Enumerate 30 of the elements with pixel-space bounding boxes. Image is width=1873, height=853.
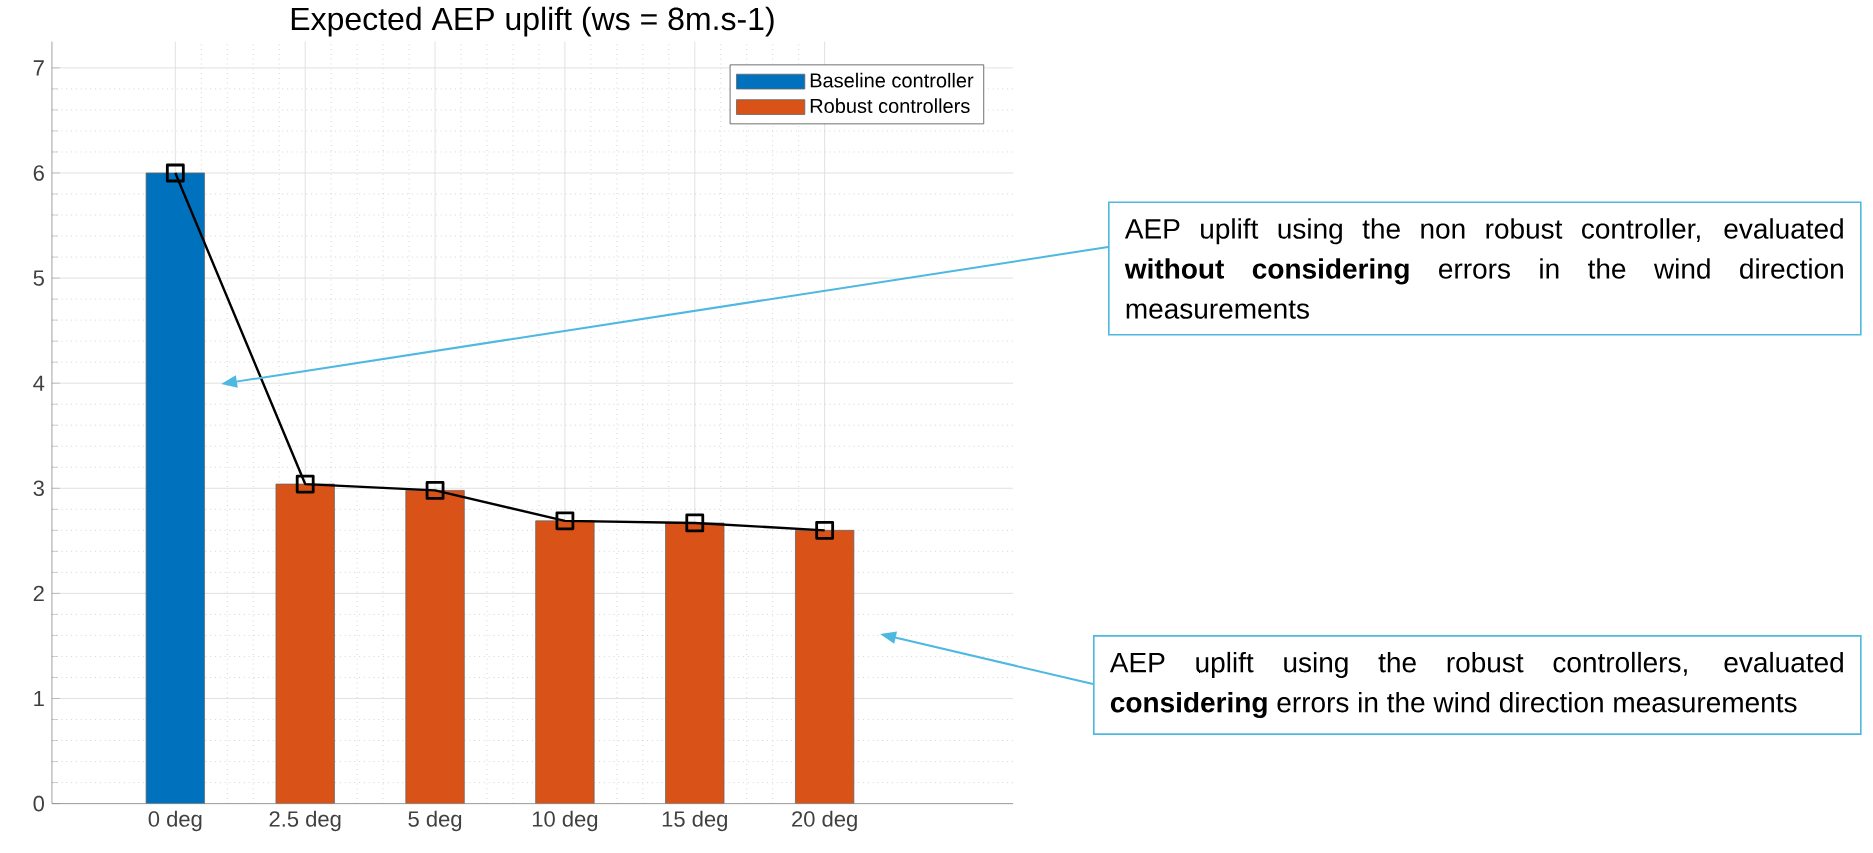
chart-title: Expected AEP uplift (ws = 8m.s-1) (291, 6, 774, 37)
bar (535, 520, 595, 804)
bar (665, 522, 725, 804)
y-tick-label: 7 (33, 60, 44, 76)
legend-label: Robust controllers (810, 98, 970, 114)
y-tick-label: 5 (33, 270, 44, 286)
legend-label: Baseline controller (810, 72, 974, 88)
text: AEP uplift using the non robust controller, evaluated without considering errors in the wind direction measurements (1124, 218, 1843, 319)
x-tick-label: 10 deg (532, 810, 598, 832)
bar (795, 529, 855, 804)
text: AEP uplift using the robust controllers, evaluated considering errors in the wind direction measurements (1109, 651, 1843, 719)
x-tick-label: 2.5 deg (269, 810, 341, 832)
point (555, 511, 575, 531)
point (425, 480, 445, 500)
point (295, 474, 315, 494)
x-tick-label: 0 deg (148, 810, 202, 832)
y-tick-label: 6 (33, 165, 44, 181)
point (685, 513, 705, 533)
point (815, 520, 835, 540)
y-tick-label: 4 (33, 375, 45, 391)
y-tick-label: 3 (33, 480, 44, 497)
y-tick-label: 2 (33, 585, 44, 602)
bar (405, 489, 465, 804)
y-tick-label: 1 (34, 690, 44, 707)
x-tick-label: 20 deg (792, 810, 857, 832)
x-tick-label: 15 deg (662, 810, 727, 832)
y-tick-label: 0 (33, 795, 45, 812)
point (165, 163, 185, 183)
x-tick-label: 5 deg (408, 810, 462, 832)
bar (275, 483, 335, 804)
